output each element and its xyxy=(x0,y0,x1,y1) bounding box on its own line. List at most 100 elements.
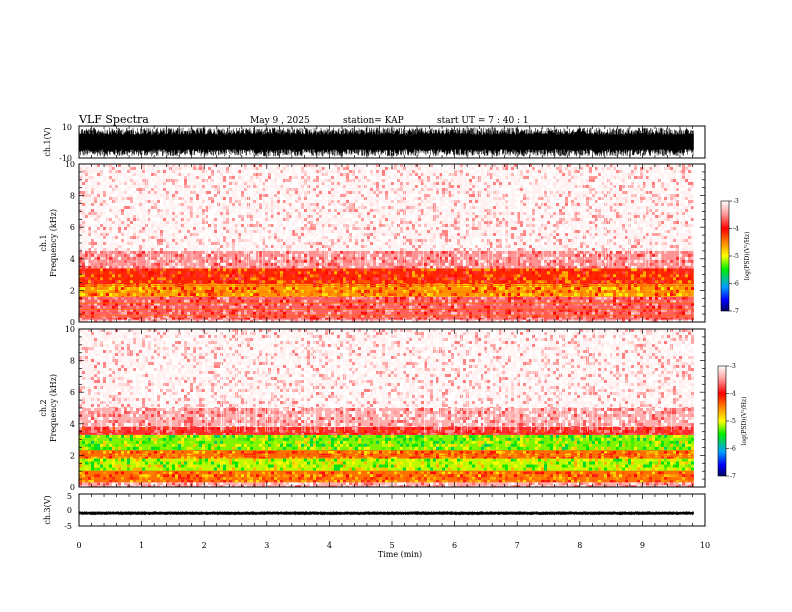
ch1-spectrogram-cell xyxy=(592,182,595,185)
ch1-spectrogram-cell xyxy=(667,287,670,291)
ch1-spectrogram-cell xyxy=(613,250,616,254)
ch1-spectrogram-cell xyxy=(673,277,676,281)
ch1-spectrogram-cell xyxy=(133,283,136,285)
ch1-spectrogram-cell xyxy=(418,191,421,194)
ch1-spectrogram-cell xyxy=(538,268,541,272)
ch1-spectrogram-cell xyxy=(421,271,424,275)
ch1-spectrogram-cell xyxy=(88,302,91,306)
ch1-spectrogram-cell xyxy=(94,302,97,306)
ch1-spectrogram-cell xyxy=(232,185,235,188)
ch1-spectrogram-cell xyxy=(277,182,280,185)
ch1-spectrogram-cell xyxy=(205,268,208,272)
ch1-spectrogram-cell xyxy=(673,296,676,297)
ch1-spectrogram-cell xyxy=(565,265,568,269)
ch1-spectrogram-cell xyxy=(595,203,598,206)
ch1-spectrogram-cell xyxy=(355,250,358,254)
ch1-spectrogram-cell xyxy=(496,179,499,182)
ch1-spectrogram-cell xyxy=(364,311,367,315)
ch1-spectrogram-cell xyxy=(166,179,169,182)
ch1-spectrogram-cell xyxy=(514,185,517,188)
ch1-spectrogram-cell xyxy=(682,188,685,191)
ch1-spectrogram-cell xyxy=(187,191,190,194)
ch1-spectrogram-cell xyxy=(199,305,202,309)
ch1-spectrogram-cell xyxy=(229,259,232,263)
ch1-spectrogram-cell xyxy=(196,197,199,200)
ch1-spectrogram-cell xyxy=(214,280,217,284)
ch1-spectrogram-cell xyxy=(388,314,391,318)
ch1-spectrogram-cell xyxy=(622,167,625,170)
ch1-spectrogram-cell xyxy=(397,302,400,306)
ch1-spectrogram-cell xyxy=(88,194,91,197)
ch1-spectrogram-cell xyxy=(127,277,130,281)
ch1-spectrogram-cell xyxy=(547,176,550,179)
ch1-spectrogram-cell xyxy=(631,200,634,203)
ch1-spectrogram-cell xyxy=(277,265,280,269)
ch1-spectrogram-cell xyxy=(313,302,316,306)
ch1-spectrogram-cell xyxy=(682,296,685,300)
ch1-spectrogram-cell xyxy=(400,296,403,300)
ch1-spectrogram-cell xyxy=(124,206,127,209)
ch1-spectrogram-cell xyxy=(172,194,175,197)
ch1-spectrogram-cell xyxy=(271,290,274,294)
ch1-spectrogram-cell xyxy=(430,308,433,312)
ch1-spectrogram-cell xyxy=(502,188,505,191)
ch1-spectrogram-cell xyxy=(79,212,82,215)
ch1-spectrogram-cell xyxy=(598,268,601,272)
ch1-spectrogram-cell xyxy=(166,262,169,266)
ch1-spectrogram-cell xyxy=(118,317,121,320)
ch1-spectrogram-cell xyxy=(475,209,478,212)
ch1-waveform-ylabel: ch.1(V) xyxy=(43,127,52,156)
ch1-spectrogram-cell xyxy=(289,302,292,306)
ch1-spectrogram-cell xyxy=(325,277,328,281)
ch1-spectrogram-cell xyxy=(262,308,265,312)
ch1-spectrogram-cell xyxy=(442,179,445,182)
ch1-spectrogram-cell xyxy=(136,311,139,315)
ch1-spectrogram-cell xyxy=(262,302,265,306)
ch1-spectrogram-cell xyxy=(592,194,595,197)
ch1-spectrogram-cell xyxy=(379,259,382,263)
ch1-spectrogram-cell xyxy=(373,179,376,182)
ch1-spectrogram-cell xyxy=(688,164,691,167)
ch1-spectrogram-cell xyxy=(88,265,91,269)
ch1-spectrogram-cell xyxy=(670,265,673,269)
ch1-spectrogram-cell xyxy=(574,167,577,170)
ch1-spectrogram-cell xyxy=(604,290,607,294)
ch1-spectrogram-cell xyxy=(295,290,298,294)
ch1-spectrogram-cell xyxy=(670,302,673,306)
ch1-spectrogram-cell xyxy=(94,265,97,269)
ch1-spectrogram-cell xyxy=(508,299,511,303)
ch1-spectrogram-cell xyxy=(280,170,283,173)
ch1-spectrogram-cell xyxy=(547,197,550,200)
ch1-spectrogram-cell xyxy=(601,274,604,278)
ch1-spectrogram-cell xyxy=(100,250,103,254)
ch1-spectrogram-cell xyxy=(175,191,178,194)
ch1-spectrogram-cell xyxy=(370,173,373,176)
ch1-spectrogram-cell xyxy=(169,314,172,318)
ch1-spectrogram-cell xyxy=(637,200,640,203)
ch1-spectrogram-cell xyxy=(115,197,118,200)
ch1-spectrogram-cell xyxy=(613,296,616,300)
ch1-spectrogram-cell xyxy=(613,305,616,309)
ch1-spectrogram-cell xyxy=(505,296,508,297)
ch1-spectrogram-cell xyxy=(364,319,367,322)
ch1-spectrogram-cell xyxy=(526,197,529,200)
ch1-spectrogram-cell xyxy=(577,179,580,182)
ch1-spectrogram-cell xyxy=(568,280,571,284)
ch1-spectrogram-cell xyxy=(238,283,241,285)
ch1-spectrogram-cell xyxy=(676,305,679,309)
ch1-spectrogram-cell xyxy=(670,259,673,263)
ch1-spectrogram-cell xyxy=(307,277,310,281)
ch1-spectrogram-cell xyxy=(169,308,172,312)
ch1-spectrogram-cell xyxy=(355,170,358,173)
ch1-spectrogram-cell xyxy=(172,314,175,318)
ch1-spectrogram-cell xyxy=(553,176,556,179)
ch1-spectrogram-cell xyxy=(205,203,208,206)
ch1-spectrogram-cell xyxy=(346,259,349,263)
ch1-spectrogram-cell xyxy=(301,253,304,257)
ch1-spectrogram-cell xyxy=(508,308,511,312)
ch1-spectrogram-cell xyxy=(385,308,388,312)
ch1-spectrogram-cell xyxy=(388,283,391,285)
ch1-spectrogram-cell xyxy=(241,194,244,197)
ch1-spectrogram-cell xyxy=(439,194,442,197)
ch1-spectrogram-cell xyxy=(100,277,103,281)
